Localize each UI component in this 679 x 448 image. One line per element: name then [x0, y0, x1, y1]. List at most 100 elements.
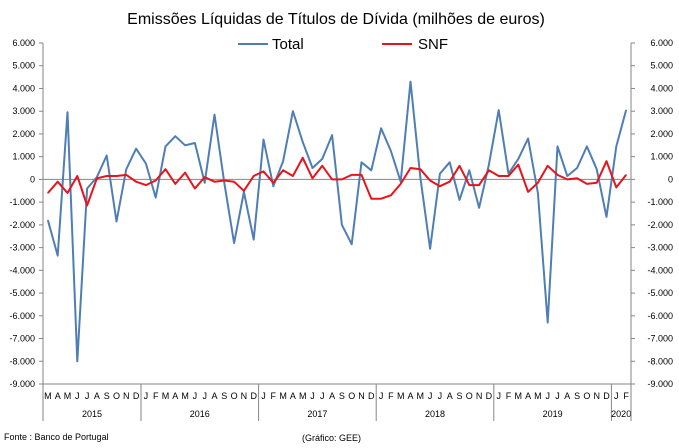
- y-tick-label-left: -2.000: [9, 220, 35, 230]
- data-point-snf: [233, 181, 235, 183]
- legend: Total SNF: [238, 36, 448, 53]
- data-point-snf: [507, 175, 510, 177]
- data-point-snf: [517, 164, 519, 166]
- data-point-total: [596, 168, 598, 170]
- y-tick-label-right: -2.000: [647, 220, 673, 230]
- x-month-label: M: [534, 391, 542, 401]
- data-point-total: [458, 199, 461, 201]
- data-point-total: [57, 254, 59, 257]
- data-point-snf: [566, 178, 568, 180]
- y-tick-label-left: -5.000: [9, 288, 35, 298]
- data-point-total: [125, 168, 127, 170]
- y-tick-label-right: 1.000: [650, 152, 673, 162]
- x-month-label: J: [545, 391, 550, 401]
- data-point-snf: [311, 177, 314, 179]
- data-point-snf: [194, 187, 196, 190]
- data-point-snf: [135, 181, 137, 183]
- y-tick-label-left: -9.000: [9, 379, 35, 389]
- chart-title: Emissões Líquidas de Títulos de Dívida (…: [127, 11, 545, 28]
- data-point-total: [262, 139, 265, 141]
- data-point-snf: [576, 177, 578, 179]
- y-tick-label-left: 5.000: [12, 61, 35, 71]
- x-month-label: M: [417, 391, 425, 401]
- x-month-label: M: [44, 391, 52, 401]
- data-point-total: [527, 137, 529, 140]
- data-point-total: [86, 187, 88, 190]
- x-month-label: O: [231, 391, 238, 401]
- data-point-total: [390, 150, 392, 152]
- data-point-total: [409, 81, 412, 83]
- chart-credit: (Gráfico: GEE): [302, 433, 361, 443]
- data-point-total: [576, 167, 578, 169]
- data-point-snf: [449, 181, 451, 183]
- y-tick-label-left: 0: [30, 174, 35, 184]
- x-month-label: F: [623, 391, 629, 401]
- y-tick-label-right: -9.000: [647, 379, 673, 389]
- data-point-total: [194, 142, 196, 144]
- x-year-label: 2015: [82, 409, 102, 419]
- y-tick-label-right: 0: [668, 174, 673, 184]
- data-point-snf: [164, 168, 167, 170]
- x-year-label: 2019: [543, 409, 563, 419]
- x-year-label: 2016: [190, 409, 210, 419]
- data-point-total: [419, 176, 421, 178]
- data-point-snf: [223, 179, 225, 182]
- y-tick-label-left: 6.000: [12, 38, 35, 48]
- data-point-total: [106, 154, 108, 157]
- x-month-label: N: [123, 391, 130, 401]
- series-layer: [46, 80, 628, 363]
- data-point-snf: [439, 185, 441, 187]
- data-point-snf: [86, 204, 88, 207]
- data-point-snf: [66, 192, 69, 194]
- data-point-snf: [184, 171, 186, 174]
- y-tick-label-left: -6.000: [9, 311, 35, 321]
- data-point-total: [76, 360, 78, 362]
- legend-total-label: Total: [272, 36, 304, 53]
- y-axis-right-ticks: 6.000 5.000 4.000 3.000 2.000 1.000 0 -1.000 -2.…: [631, 38, 673, 389]
- data-point-snf: [605, 160, 608, 162]
- x-month-label: A: [564, 391, 570, 401]
- x-month-label: J: [75, 391, 80, 401]
- x-month-label: J: [496, 391, 501, 401]
- data-point-total: [615, 145, 617, 148]
- data-point-snf: [370, 198, 372, 200]
- x-month-label: J: [144, 391, 149, 401]
- x-month-label: D: [133, 391, 140, 401]
- data-point-total: [233, 242, 235, 244]
- x-month-label: S: [574, 391, 580, 401]
- data-point-snf: [243, 190, 245, 192]
- data-point-snf: [204, 176, 206, 178]
- data-point-snf: [106, 175, 108, 177]
- data-point-snf: [380, 198, 382, 200]
- data-point-total: [498, 109, 500, 111]
- data-point-snf: [556, 174, 559, 176]
- y-tick-label-right: -3.000: [647, 243, 673, 253]
- x-month-label: F: [153, 391, 159, 401]
- y-tick-label-right: 3.000: [650, 106, 673, 116]
- data-point-snf: [586, 183, 588, 185]
- data-point-snf: [527, 191, 529, 193]
- data-point-snf: [498, 175, 500, 177]
- x-month-label: A: [447, 391, 453, 401]
- data-point-snf: [174, 183, 176, 185]
- x-month-label: M: [397, 391, 405, 401]
- data-point-total: [625, 109, 627, 111]
- y-tick-label-left: -4.000: [9, 265, 35, 275]
- x-month-label: J: [193, 391, 198, 401]
- data-point-total: [253, 239, 255, 241]
- data-point-snf: [625, 174, 627, 176]
- x-month-label: D: [603, 391, 610, 401]
- y-tick-label-right: 6.000: [650, 38, 673, 48]
- x-month-label: M: [181, 391, 189, 401]
- x-month-label: F: [506, 391, 512, 401]
- x-year-label: 2018: [425, 409, 445, 419]
- x-month-label: O: [348, 391, 355, 401]
- y-tick-label-right: -5.000: [647, 288, 673, 298]
- data-point-total: [66, 111, 69, 113]
- x-month-label: M: [279, 391, 287, 401]
- data-point-snf: [272, 182, 274, 184]
- data-point-snf: [125, 174, 127, 176]
- data-point-snf: [292, 175, 294, 177]
- data-point-total: [164, 145, 167, 148]
